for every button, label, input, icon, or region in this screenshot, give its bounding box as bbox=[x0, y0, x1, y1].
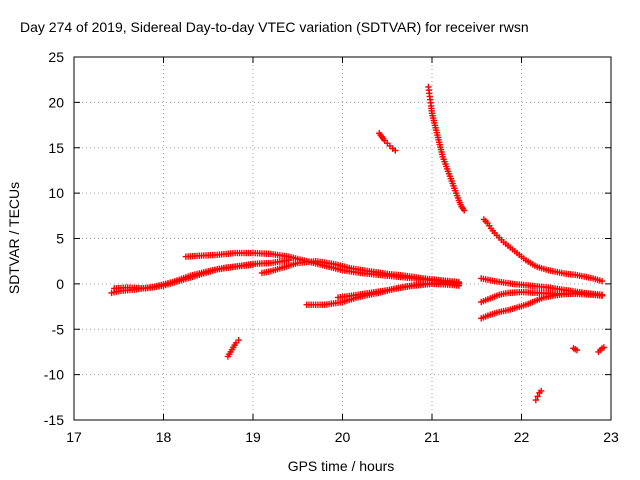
y-tick-labels: -15 -10 -5 0 5 10 15 20 25 bbox=[44, 49, 64, 428]
y-tick-label: -5 bbox=[52, 321, 65, 337]
x-tick-label: 21 bbox=[424, 429, 440, 445]
data-track bbox=[595, 344, 608, 356]
grid bbox=[74, 57, 611, 420]
data-track bbox=[480, 216, 606, 285]
x-tick-label: 22 bbox=[514, 429, 530, 445]
data-track bbox=[532, 387, 545, 404]
y-tick-label: 25 bbox=[48, 49, 64, 65]
y-tick-label: 10 bbox=[48, 185, 64, 201]
y-tick-label: 0 bbox=[56, 276, 64, 292]
axis-ticks bbox=[73, 56, 612, 421]
x-tick-label: 20 bbox=[335, 429, 351, 445]
chart-title: Day 274 of 2019, Sidereal Day-to-day VTE… bbox=[20, 19, 529, 35]
y-axis-label: SDTVAR / TECUs bbox=[6, 182, 22, 294]
x-tick-label: 19 bbox=[245, 429, 261, 445]
data-track bbox=[478, 289, 606, 322]
y-tick-label: 20 bbox=[48, 94, 64, 110]
data-track bbox=[375, 130, 399, 154]
x-tick-label: 23 bbox=[603, 429, 619, 445]
y-tick-label: -10 bbox=[44, 367, 64, 383]
data-track bbox=[224, 336, 242, 360]
data-track bbox=[570, 345, 581, 354]
x-tick-labels: 17 18 19 20 21 22 23 bbox=[66, 429, 619, 445]
y-tick-label: 15 bbox=[48, 140, 64, 156]
x-tick-label: 17 bbox=[66, 429, 82, 445]
y-tick-label: -15 bbox=[44, 412, 64, 428]
x-tick-label: 18 bbox=[156, 429, 172, 445]
data-track bbox=[425, 83, 468, 214]
data-points bbox=[108, 83, 608, 404]
data-track bbox=[334, 279, 463, 301]
x-axis-label: GPS time / hours bbox=[288, 458, 395, 474]
data-track bbox=[111, 257, 292, 292]
y-tick-label: 5 bbox=[56, 231, 64, 247]
